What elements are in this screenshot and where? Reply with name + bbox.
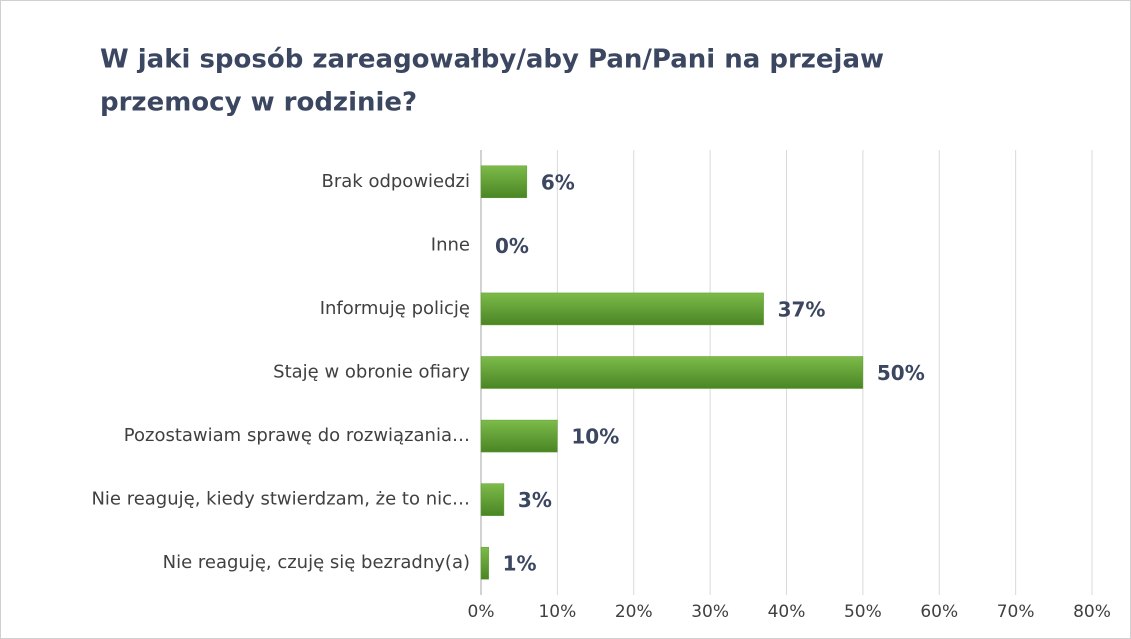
y-tick-label: Staję w obronie ofiary xyxy=(273,362,470,383)
bar xyxy=(480,356,864,389)
bar xyxy=(480,483,505,516)
value-label: 3% xyxy=(518,488,552,512)
bar xyxy=(480,165,528,199)
x-tick-label: 10% xyxy=(538,602,576,622)
value-label: 50% xyxy=(877,361,925,385)
value-label: 6% xyxy=(541,170,575,194)
x-tick-label: 70% xyxy=(997,602,1035,622)
value-label: 10% xyxy=(571,425,619,449)
y-tick-label: Nie reaguję, kiedy stwierdzam, że to nic… xyxy=(91,489,470,510)
y-tick-label: Nie reaguję, czuję się bezradny(a) xyxy=(163,552,470,573)
chart-title: przemocy w rodzinie? xyxy=(100,88,417,118)
y-tick-label: Informuję policję xyxy=(320,298,470,319)
y-tick-label: Pozostawiam sprawę do rozwiązania… xyxy=(124,425,470,446)
bar xyxy=(480,292,764,326)
x-tick-label: 50% xyxy=(844,602,882,622)
bar xyxy=(480,546,489,580)
x-tick-label: 60% xyxy=(920,602,958,622)
y-tick-label: Inne xyxy=(431,234,470,255)
y-tick-label: Brak odpowiedzi xyxy=(322,171,470,192)
x-tick-label: 30% xyxy=(691,602,729,622)
x-tick-label: 40% xyxy=(768,602,806,622)
value-label: 0% xyxy=(495,234,529,258)
x-tick-label: 20% xyxy=(615,602,653,622)
chart-title: W jaki sposób zareagowałby/aby Pan/Pani … xyxy=(100,45,884,75)
bar xyxy=(480,419,558,453)
x-tick-label: 0% xyxy=(468,602,495,622)
value-label: 37% xyxy=(778,297,826,321)
value-label: 1% xyxy=(503,552,537,576)
x-tick-label: 80% xyxy=(1073,602,1111,622)
